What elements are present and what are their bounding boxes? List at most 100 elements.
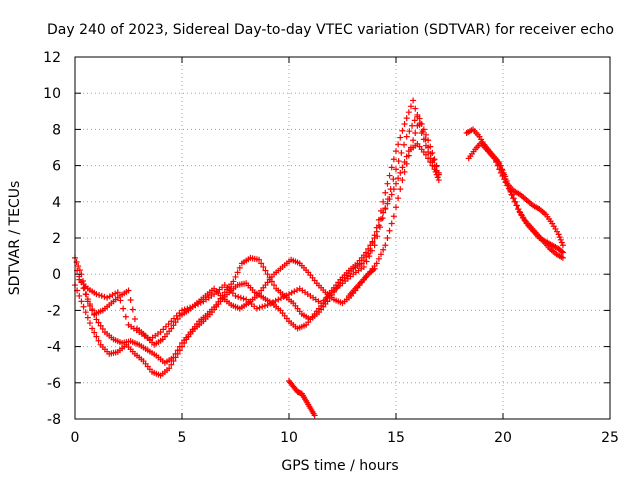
data-point: [75, 263, 82, 270]
data-point: [264, 271, 271, 278]
data-point: [236, 264, 243, 271]
data-point: [240, 295, 247, 302]
data-point: [395, 175, 402, 182]
series-G: [478, 140, 566, 249]
data-point: [237, 294, 244, 301]
x-axis-title: GPS time / hours: [281, 458, 398, 474]
data-point: [379, 215, 386, 222]
data-point: [559, 249, 566, 256]
data-point: [403, 133, 410, 140]
data-point: [91, 329, 98, 336]
data-point: [558, 248, 565, 255]
data-point: [360, 263, 367, 270]
data-point: [101, 293, 108, 300]
data-point: [291, 288, 298, 295]
series-I: [345, 265, 378, 299]
data-point: [388, 191, 395, 198]
data-point: [230, 278, 237, 285]
data-point: [82, 309, 89, 316]
data-point: [173, 312, 180, 319]
data-point: [382, 242, 389, 249]
y-axis-title: SDTVAR / TECUs: [7, 181, 23, 296]
data-point: [224, 284, 231, 291]
data-point: [89, 306, 96, 313]
data-point: [229, 290, 236, 297]
data-point: [375, 255, 382, 262]
data-point: [401, 120, 408, 127]
data-point: [95, 337, 102, 344]
data-point: [157, 329, 164, 336]
series-D: [76, 111, 442, 343]
data-point: [386, 172, 393, 179]
data-point: [170, 358, 177, 365]
data-point: [393, 148, 399, 155]
data-point: [122, 313, 129, 320]
data-point: [84, 296, 91, 303]
data-point: [166, 365, 173, 372]
data-point: [501, 171, 508, 178]
data-point: [179, 343, 185, 350]
series-H: [286, 377, 318, 419]
data-point: [286, 291, 292, 298]
data-point: [288, 289, 295, 296]
data-point: [277, 295, 284, 302]
data-point: [269, 299, 276, 306]
data-point: [382, 206, 389, 213]
data-point: [170, 322, 177, 329]
data-point: [555, 231, 562, 238]
data-point: [86, 301, 93, 308]
data-point: [96, 292, 103, 299]
data-point: [380, 246, 387, 253]
data-point: [89, 325, 96, 332]
y-tick-label: 10: [43, 86, 61, 102]
data-point: [162, 323, 169, 330]
data-point: [170, 315, 177, 322]
data-point: [294, 287, 301, 294]
data-point: [109, 292, 116, 299]
data-point: [410, 97, 417, 104]
data-point: [384, 235, 391, 241]
data-point: [363, 249, 370, 256]
data-point: [414, 111, 421, 118]
data-point: [365, 245, 372, 252]
data-point: [93, 333, 100, 340]
data-point: [512, 198, 519, 205]
data-marks: [72, 97, 566, 419]
data-point: [80, 303, 87, 310]
data-point: [227, 287, 234, 294]
data-point: [406, 128, 413, 135]
data-point: [399, 164, 406, 171]
data-point: [369, 238, 376, 245]
data-point: [556, 234, 563, 241]
data-point: [401, 141, 408, 148]
y-tick-label: -6: [47, 376, 61, 392]
y-tick-label: 2: [52, 231, 61, 247]
data-point: [425, 137, 432, 144]
data-point: [174, 350, 181, 357]
data-point: [425, 144, 432, 151]
data-point: [86, 320, 93, 327]
data-point: [99, 325, 106, 332]
data-point: [97, 322, 104, 329]
x-tick-label: 15: [387, 430, 405, 446]
data-point: [422, 136, 429, 143]
data-point: [407, 144, 414, 151]
data-point: [515, 206, 522, 213]
series-C: [74, 115, 440, 348]
data-point: [497, 162, 504, 169]
data-point: [235, 293, 242, 300]
data-point: [168, 325, 175, 332]
data-point: [232, 292, 239, 299]
x-tick-label: 5: [178, 430, 187, 446]
data-point: [405, 152, 412, 159]
data-point: [410, 137, 417, 144]
data-point: [120, 305, 127, 312]
data-point: [368, 247, 375, 254]
data-point: [260, 263, 267, 270]
data-point: [435, 169, 442, 176]
data-point: [179, 307, 185, 314]
data-point: [401, 168, 408, 175]
data-point: [405, 109, 412, 116]
data-point: [395, 141, 402, 148]
